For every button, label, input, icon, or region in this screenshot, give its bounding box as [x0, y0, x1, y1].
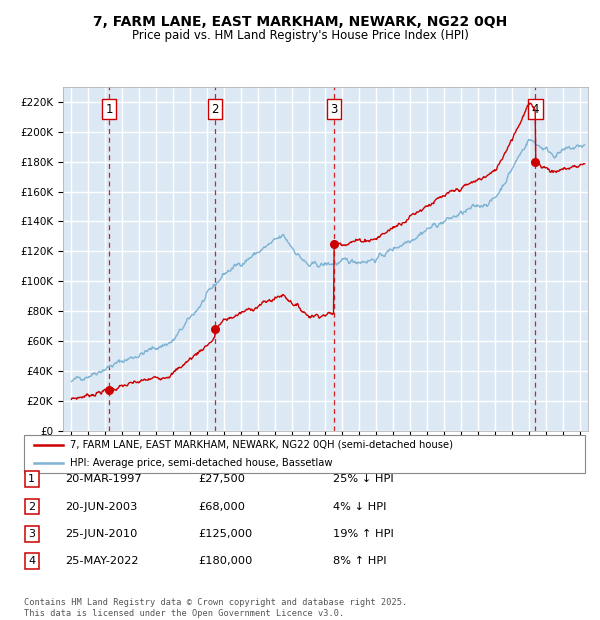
Text: 8% ↑ HPI: 8% ↑ HPI: [333, 556, 386, 566]
Text: 7, FARM LANE, EAST MARKHAM, NEWARK, NG22 0QH (semi-detached house): 7, FARM LANE, EAST MARKHAM, NEWARK, NG22…: [70, 440, 453, 450]
FancyBboxPatch shape: [25, 553, 39, 569]
Text: 25-JUN-2010: 25-JUN-2010: [65, 529, 137, 539]
Text: HPI: Average price, semi-detached house, Bassetlaw: HPI: Average price, semi-detached house,…: [70, 458, 332, 468]
FancyBboxPatch shape: [25, 471, 39, 487]
Text: 7, FARM LANE, EAST MARKHAM, NEWARK, NG22 0QH: 7, FARM LANE, EAST MARKHAM, NEWARK, NG22…: [93, 16, 507, 30]
Text: 20-MAR-1997: 20-MAR-1997: [65, 474, 142, 484]
Text: 25% ↓ HPI: 25% ↓ HPI: [333, 474, 394, 484]
Text: 1: 1: [28, 474, 35, 484]
Text: 4: 4: [28, 556, 35, 566]
Text: 3: 3: [28, 529, 35, 539]
Text: 4% ↓ HPI: 4% ↓ HPI: [333, 502, 386, 512]
Text: 3: 3: [330, 103, 337, 116]
Text: £68,000: £68,000: [198, 502, 245, 512]
Text: £125,000: £125,000: [198, 529, 252, 539]
Text: Price paid vs. HM Land Registry's House Price Index (HPI): Price paid vs. HM Land Registry's House …: [131, 29, 469, 42]
Text: 2: 2: [211, 103, 218, 116]
Text: Contains HM Land Registry data © Crown copyright and database right 2025.
This d: Contains HM Land Registry data © Crown c…: [24, 598, 407, 618]
Text: £27,500: £27,500: [198, 474, 245, 484]
Text: 20-JUN-2003: 20-JUN-2003: [65, 502, 137, 512]
Text: 4: 4: [532, 103, 539, 116]
FancyBboxPatch shape: [25, 526, 39, 542]
Text: 25-MAY-2022: 25-MAY-2022: [65, 556, 139, 566]
Text: £180,000: £180,000: [198, 556, 253, 566]
Text: 1: 1: [106, 103, 113, 116]
Text: 2: 2: [28, 502, 35, 512]
FancyBboxPatch shape: [25, 498, 39, 515]
FancyBboxPatch shape: [24, 435, 585, 473]
Text: 19% ↑ HPI: 19% ↑ HPI: [333, 529, 394, 539]
